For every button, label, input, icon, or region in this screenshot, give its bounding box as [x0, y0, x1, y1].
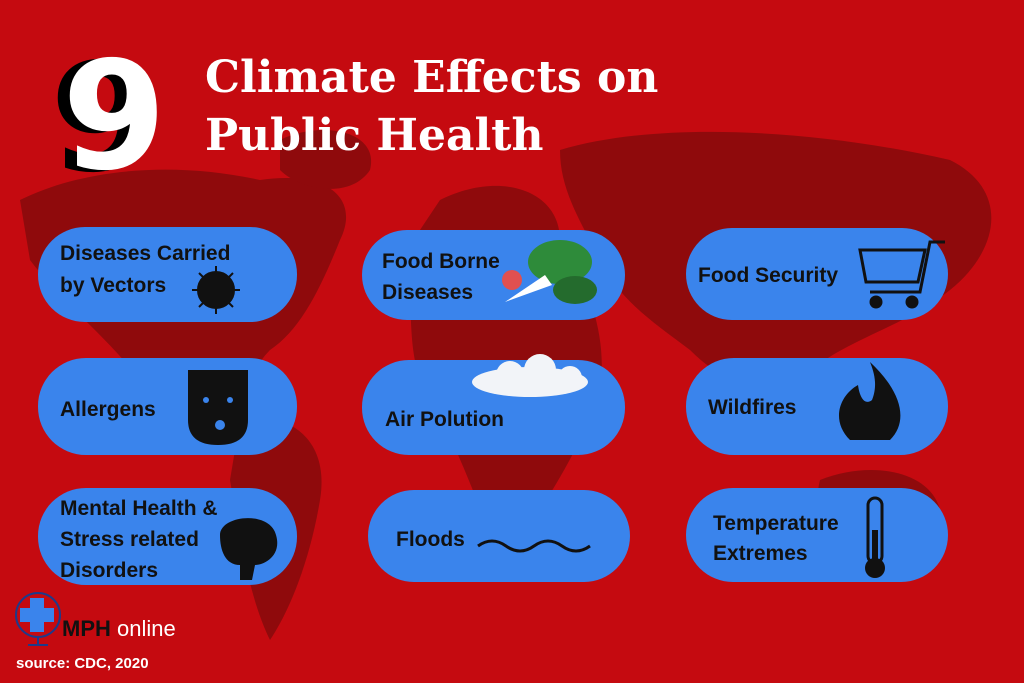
item-label: by Vectors	[60, 274, 166, 297]
item-label: Stress related	[60, 528, 199, 551]
item-label: Disorders	[60, 559, 158, 582]
item-label: Diseases	[382, 281, 473, 304]
item-label: Food Security	[698, 264, 838, 287]
item-label: Wildfires	[708, 396, 797, 419]
item-label: Temperature	[713, 512, 839, 535]
allergy-face-icon	[188, 370, 248, 445]
title-line: Public Health	[205, 110, 544, 161]
logo-bold: MPH	[62, 616, 111, 641]
thermometer-icon	[865, 496, 885, 578]
item-label: Air Polution	[385, 408, 504, 431]
logo-icon	[15, 592, 61, 646]
big-number-shadow: 9	[50, 32, 154, 206]
item-card	[686, 488, 948, 582]
cloud-icon	[472, 354, 588, 397]
source: source: CDC, 2020	[16, 655, 149, 672]
item-card	[368, 490, 630, 582]
item-label: Allergens	[60, 398, 156, 421]
virus-icon	[192, 266, 240, 314]
logo-light: online	[117, 616, 176, 641]
item-label: Extremes	[713, 542, 808, 565]
item-label: Food Borne	[382, 250, 500, 273]
fire-icon	[838, 362, 901, 440]
title-line: Climate Effects on	[205, 52, 658, 103]
item-label: Mental Health &	[60, 497, 218, 520]
cart-icon	[858, 240, 945, 309]
item-label: Diseases Carried	[60, 242, 230, 265]
item-label: Floods	[396, 528, 465, 551]
vegetable-icon	[502, 240, 597, 304]
brain-icon	[220, 518, 278, 580]
wave-icon	[477, 539, 591, 553]
big-number: 9	[62, 30, 166, 204]
